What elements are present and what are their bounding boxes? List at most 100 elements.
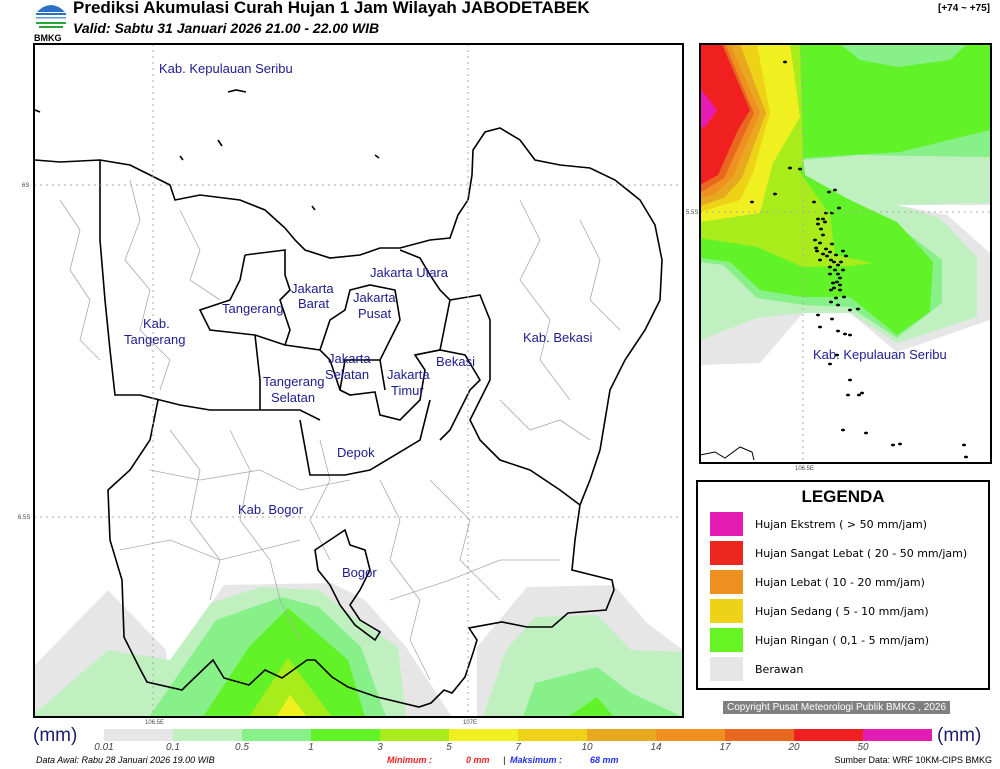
island-marker: [841, 268, 845, 272]
label-depok: Depok: [337, 445, 375, 460]
island-marker: [846, 393, 850, 397]
colorbar-label: 50: [857, 742, 869, 753]
island-marker: [832, 286, 836, 290]
legend-label: Hujan Ringan ( 0,1 - 5 mm/jam): [755, 633, 930, 647]
island-marker: [825, 254, 829, 258]
island-marker: [828, 250, 832, 254]
separator: |: [503, 755, 506, 765]
region-labels: Kab. Kepulauan Seribu Jakarta Utara Jaka…: [124, 61, 592, 580]
inset-lon-tick: 106.5E: [795, 466, 814, 472]
island-markers: [750, 60, 968, 459]
colorbar-segment: [656, 729, 725, 741]
colorbar-segment: [380, 729, 449, 741]
label-tangsel: Selatan: [271, 390, 315, 405]
island-marker: [836, 263, 840, 267]
max-label: Maksimum :: [510, 755, 563, 765]
colorbar-segment: [242, 729, 311, 741]
island-marker: [843, 332, 847, 336]
island-marker: [856, 307, 860, 311]
label-jakbar: Barat: [298, 296, 329, 311]
island-marker: [828, 272, 832, 276]
label-jakpus: Jakarta: [353, 290, 396, 305]
legend-label: Hujan Lebat ( 10 - 20 mm/jam): [755, 575, 925, 589]
island-marker: [839, 260, 843, 264]
island-marker: [823, 220, 827, 224]
island-marker: [815, 249, 819, 253]
legend-item: Hujan Ringan ( 0,1 - 5 mm/jam): [710, 628, 929, 652]
colorbar-segment: [725, 729, 794, 741]
colorbar-label: 1: [308, 742, 314, 753]
legend-item: Hujan Sedang ( 5 - 10 mm/jam): [710, 599, 929, 623]
island-marker: [864, 431, 868, 435]
coastline: [34, 127, 663, 708]
island-marker: [818, 241, 822, 245]
label-kab-bekasi: Kab. Bekasi: [523, 330, 592, 345]
legend-swatch: [710, 541, 743, 565]
island-marker: [816, 313, 820, 317]
lon-tick: 107E: [463, 720, 477, 726]
island-marker: [812, 200, 816, 204]
island-marker: [819, 227, 823, 231]
island-marker: [838, 283, 842, 287]
inset-lat-tick: 5.5S: [686, 210, 698, 216]
data-source: Sumber Data: WRF 10KM-CIPS BMKG: [834, 755, 992, 765]
island-marker: [848, 333, 852, 337]
label-kab-bogor: Kab. Bogor: [238, 502, 304, 517]
legend-label: Hujan Sangat Lebat ( 20 - 50 mm/jam): [755, 546, 968, 560]
island-marker: [898, 442, 902, 446]
island-marker: [836, 329, 840, 333]
island-marker: [829, 288, 833, 292]
colorbar-label: 0.01: [94, 742, 114, 753]
island-marker: [814, 246, 818, 250]
colorbar-label: 0.1: [166, 742, 180, 753]
island-marker: [848, 378, 852, 382]
label-tangsel: Tangerang: [263, 374, 324, 389]
unit-left: (mm): [33, 725, 78, 746]
island-marker: [838, 276, 842, 280]
island-marker: [844, 254, 848, 258]
min-label: Minimum :: [387, 755, 432, 765]
island-marker: [832, 260, 836, 264]
legend-item: Hujan Lebat ( 10 - 20 mm/jam): [710, 570, 925, 594]
legend-item: Hujan Sangat Lebat ( 20 - 50 mm/jam): [710, 541, 967, 565]
label-kab-tangerang: Kab.: [143, 316, 170, 331]
rain-areas: [33, 583, 683, 717]
colorbar-segment: [173, 729, 242, 741]
label-jakut: Jakarta Utara: [370, 265, 449, 280]
island-marker: [816, 217, 820, 221]
island-marker: [835, 280, 839, 284]
colorbar-segment: [863, 729, 932, 741]
island-marker: [824, 247, 828, 251]
colorbar-segment: [449, 729, 518, 741]
logo-text: BMKG: [34, 33, 62, 43]
island-marker: [834, 253, 838, 257]
legend-swatch: [710, 628, 743, 652]
inset-label-kep-seribu: Kab. Kepulauan Seribu: [813, 347, 947, 362]
colorbar-segment: [311, 729, 380, 741]
island-marker: [964, 455, 968, 459]
label-tangerang: Tangerang: [222, 301, 283, 316]
island-marker: [827, 190, 831, 194]
lat-tick: 6.5S: [18, 515, 30, 521]
legend-swatch: [710, 570, 743, 594]
forecast-range: [+74 ~ +75]: [938, 3, 990, 14]
colorbar-label: 14: [650, 742, 662, 753]
island-marker: [816, 222, 820, 226]
island-marker: [798, 167, 802, 171]
colorbar-label: 0.5: [235, 742, 249, 753]
min-value: 0 mm: [466, 755, 490, 765]
legend-swatch: [710, 512, 743, 536]
colorbar-label: 20: [788, 742, 800, 753]
island-marker: [833, 188, 837, 192]
island-marker: [833, 268, 837, 272]
island-marker: [835, 353, 839, 357]
copyright: Copyright Pusat Meteorologi Publik BMKG …: [723, 701, 950, 714]
colorbar-label: 10: [581, 742, 593, 753]
label-kep-seribu: Kab. Kepulauan Seribu: [159, 61, 293, 76]
colorbar-label: 7: [515, 742, 521, 753]
colorbar-label: 5: [446, 742, 452, 753]
label-jakbar: Jakarta: [291, 281, 334, 296]
island-marker: [838, 288, 842, 292]
data-awal: Data Awal: Rabu 28 Januari 2026 19.00 WI…: [36, 755, 215, 765]
island-marker: [821, 252, 825, 256]
